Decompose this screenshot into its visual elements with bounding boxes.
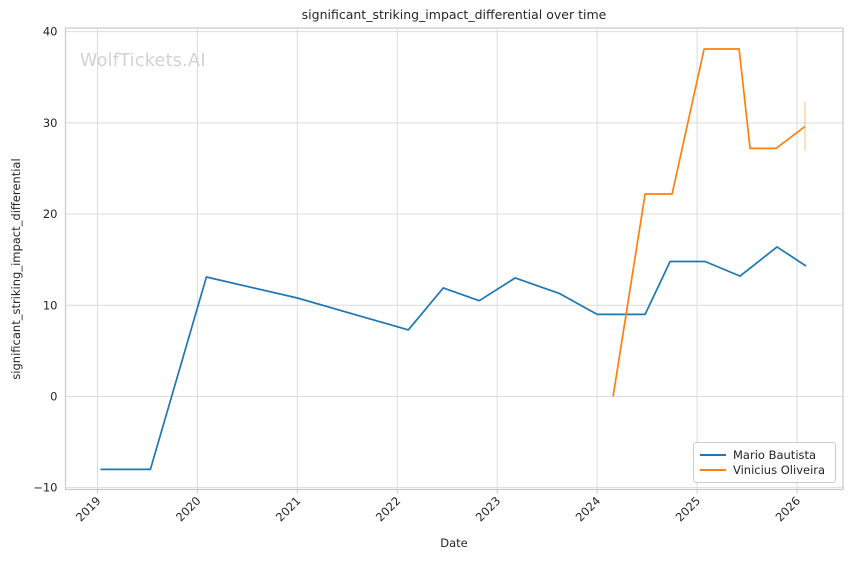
x-axis-title: Date xyxy=(440,536,468,550)
y-tick-label: 30 xyxy=(43,116,58,130)
x-tick-label: 2021 xyxy=(273,494,304,525)
legend: Mario Bautista Vinicius Oliveira xyxy=(693,442,836,483)
x-tick-label: 2024 xyxy=(573,494,604,525)
series-line-mario-bautista xyxy=(100,246,807,471)
x-tick-label: 2026 xyxy=(773,494,804,525)
y-tick-label: 10 xyxy=(43,298,58,312)
y-axis-title-text: significant_striking_impact_differential xyxy=(9,158,23,380)
legend-label: Mario Bautista xyxy=(733,447,817,462)
legend-entry-vinicius-oliveira: Vinicius Oliveira xyxy=(700,463,829,479)
watermark: WolfTickets.AI xyxy=(80,51,206,71)
x-tick-label: 2019 xyxy=(73,494,104,525)
x-tick-label: 2022 xyxy=(373,494,404,525)
legend-line-swatch-blue xyxy=(700,453,726,456)
chart-title: significant_striking_impact_differential… xyxy=(301,7,607,22)
series-line-vinicius-oliveira xyxy=(612,48,806,397)
y-tick-label: 20 xyxy=(43,207,58,221)
x-tick-label: 2023 xyxy=(473,494,504,525)
x-tick-label: 2025 xyxy=(673,494,704,525)
legend-line-swatch-orange xyxy=(700,469,726,472)
plot-border xyxy=(64,27,844,491)
y-tick-label: 0 xyxy=(50,389,57,403)
y-tick-label: −10 xyxy=(33,481,57,495)
x-tick-label: 2020 xyxy=(173,494,204,525)
legend-entry-mario-bautista: Mario Bautista xyxy=(700,447,829,463)
legend-label: Vinicius Oliveira xyxy=(733,463,826,478)
y-tick-label: 40 xyxy=(43,25,58,39)
